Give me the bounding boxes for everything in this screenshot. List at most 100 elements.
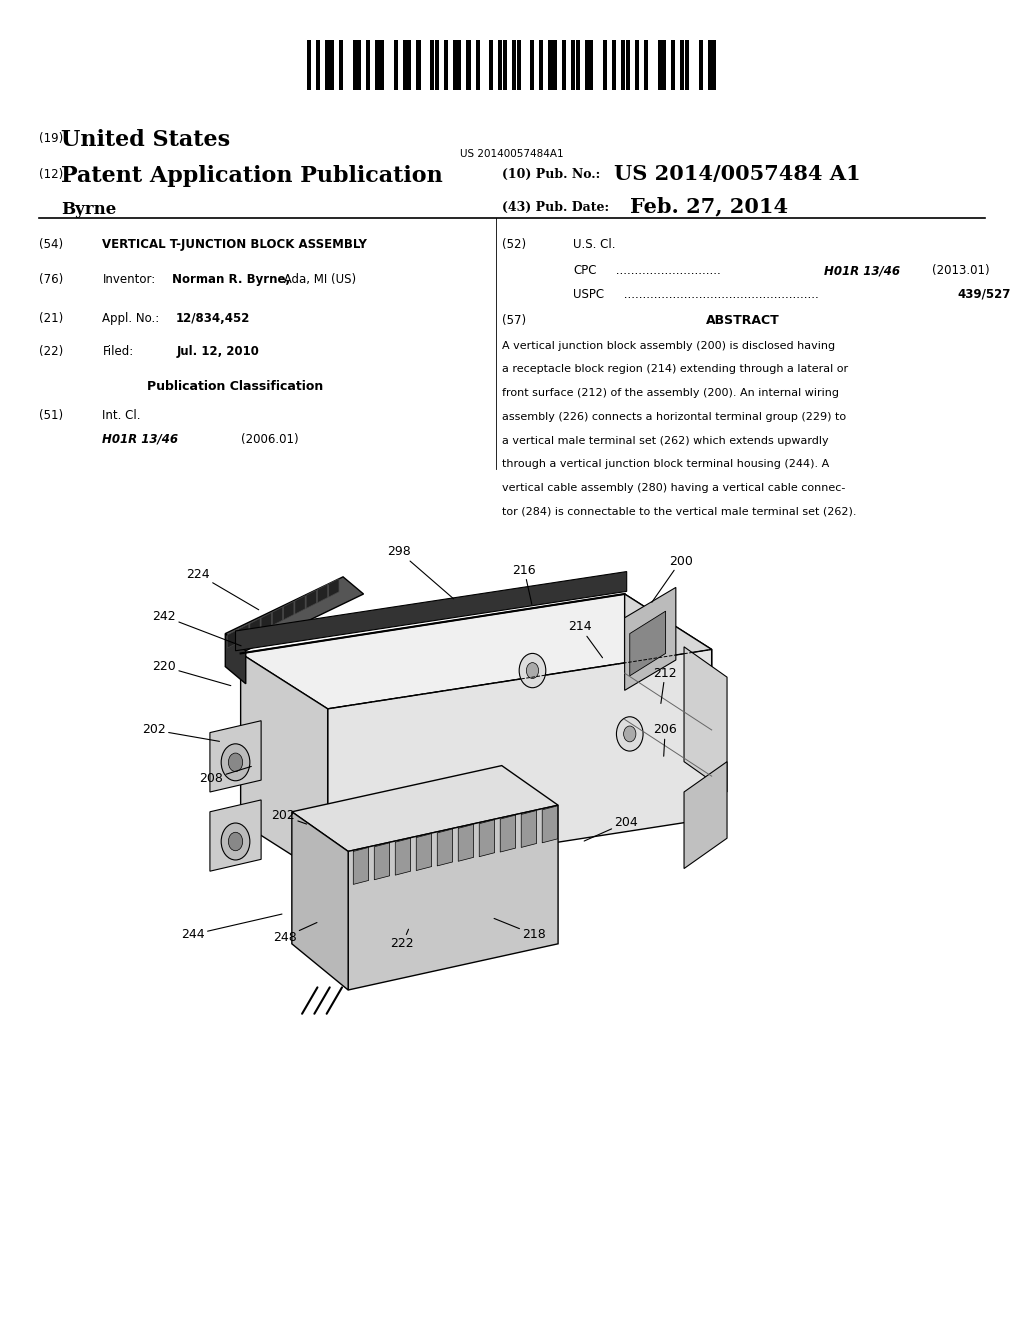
Bar [590,40,594,90]
Polygon shape [292,766,558,851]
Polygon shape [239,624,249,643]
Text: 202: 202 [271,809,306,824]
Text: (22): (22) [39,345,63,358]
Text: United States: United States [61,129,230,152]
Circle shape [221,744,250,781]
Polygon shape [684,762,727,869]
Bar [417,40,421,90]
Bar [408,40,412,90]
Polygon shape [625,594,712,818]
Bar [316,40,321,90]
Bar [663,40,667,90]
Bar [553,40,557,90]
Polygon shape [521,810,537,847]
Polygon shape [225,634,246,684]
Bar [475,40,479,90]
Text: 200: 200 [652,554,692,602]
Text: ....................................................: ........................................… [620,288,818,301]
Text: H01R 13/46: H01R 13/46 [102,433,178,446]
Polygon shape [625,587,676,690]
Polygon shape [236,572,627,651]
Polygon shape [375,843,390,880]
Polygon shape [459,824,473,862]
Bar [585,40,589,90]
Bar [330,40,334,90]
Bar [685,40,689,90]
Bar [562,40,566,90]
Text: 244: 244 [181,913,282,941]
Polygon shape [292,812,348,990]
Bar [326,40,330,90]
Text: Inventor:: Inventor: [102,273,156,286]
Text: 248: 248 [272,923,317,944]
Text: ABSTRACT: ABSTRACT [706,314,779,327]
Text: US 20140057484A1: US 20140057484A1 [460,149,564,160]
Bar [713,40,717,90]
Bar [516,40,520,90]
Text: 218: 218 [495,919,546,941]
Circle shape [526,663,539,678]
Bar [603,40,607,90]
Text: Ada, MI (US): Ada, MI (US) [280,273,355,286]
Text: (2006.01): (2006.01) [241,433,298,446]
Bar [626,40,630,90]
Polygon shape [295,595,305,614]
Text: (52): (52) [502,238,526,251]
Text: vertical cable assembly (280) having a vertical cable connec-: vertical cable assembly (280) having a v… [502,483,845,494]
Polygon shape [630,611,666,676]
Bar [357,40,361,90]
Text: Int. Cl.: Int. Cl. [102,409,141,422]
Bar [698,40,702,90]
Text: (51): (51) [39,409,63,422]
Polygon shape [501,814,516,853]
Polygon shape [543,805,558,843]
Bar [380,40,384,90]
Text: Jul. 12, 2010: Jul. 12, 2010 [176,345,259,358]
Polygon shape [306,590,316,609]
Text: Filed:: Filed: [102,345,134,358]
Text: A vertical junction block assembly (200) is disclosed having: A vertical junction block assembly (200)… [502,341,835,351]
Polygon shape [479,820,495,857]
Bar [499,40,503,90]
Text: assembly (226) connects a horizontal terminal group (229) to: assembly (226) connects a horizontal ter… [502,412,846,422]
Bar [467,40,471,90]
Text: (57): (57) [502,314,526,327]
Polygon shape [317,585,328,603]
Bar [549,40,553,90]
Bar [393,40,397,90]
Text: Appl. No.:: Appl. No.: [102,312,160,325]
Text: 204: 204 [584,816,638,841]
Text: US 2014/0057484 A1: US 2014/0057484 A1 [614,164,861,183]
Bar [680,40,684,90]
Bar [571,40,575,90]
Bar [376,40,380,90]
Polygon shape [210,721,261,792]
Text: Norman R. Byrne,: Norman R. Byrne, [172,273,290,286]
Text: 206: 206 [653,723,677,756]
Bar [489,40,494,90]
Text: 298: 298 [387,545,454,599]
Text: 439/527: 439/527 [957,288,1011,301]
Polygon shape [241,594,712,709]
Polygon shape [227,630,238,648]
Circle shape [519,653,546,688]
Bar [657,40,662,90]
Text: 208: 208 [200,767,251,785]
Text: (10) Pub. No.:: (10) Pub. No.: [502,168,600,181]
Text: VERTICAL T-JUNCTION BLOCK ASSEMBLY: VERTICAL T-JUNCTION BLOCK ASSEMBLY [102,238,368,251]
Text: a vertical male terminal set (262) which extends upwardly: a vertical male terminal set (262) which… [502,436,828,446]
Text: (43) Pub. Date:: (43) Pub. Date: [502,201,609,214]
Polygon shape [348,805,558,990]
Text: (76): (76) [39,273,63,286]
Circle shape [221,824,250,861]
Circle shape [228,833,243,851]
Text: 242: 242 [153,610,241,645]
Text: 224: 224 [186,568,259,610]
Text: 220: 220 [153,660,230,685]
Bar [443,40,447,90]
Polygon shape [416,834,432,871]
Text: Byrne: Byrne [61,201,117,218]
Bar [339,40,343,90]
Polygon shape [284,602,294,620]
Circle shape [228,752,243,771]
